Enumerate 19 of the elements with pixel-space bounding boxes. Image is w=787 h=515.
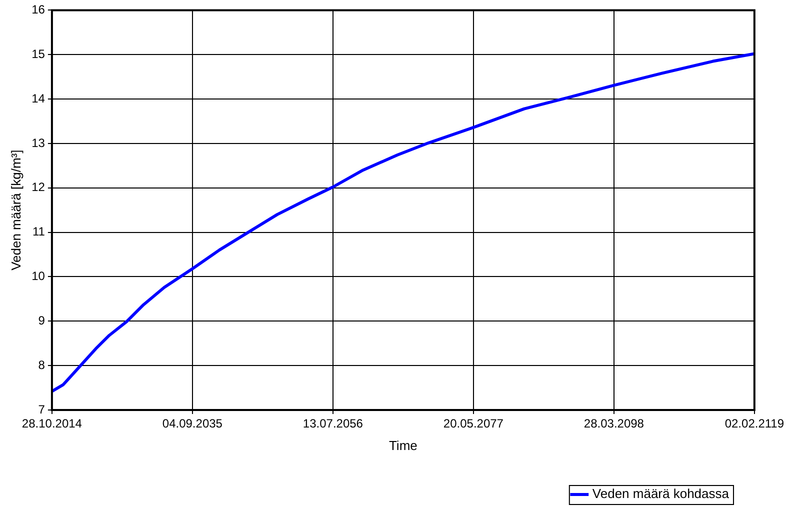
y-tick-label: 12	[32, 180, 46, 194]
y-tick-label: 11	[32, 224, 46, 239]
y-tick-label: 8	[38, 358, 46, 372]
x-tick-label: 02.02.2119	[724, 416, 784, 431]
y-tick-label: 15	[32, 46, 46, 61]
y-tick-label: 13	[32, 136, 46, 150]
y-tick-label: 7	[38, 402, 46, 416]
x-tick-label: 13.07.2056	[302, 416, 364, 431]
y-tick-label: 16	[32, 2, 46, 17]
y-tick-label: 14	[32, 91, 46, 106]
x-tick-label: 28.10.2014	[22, 416, 82, 431]
x-tick-label: 04.09.2035	[162, 416, 223, 431]
x-tick-label: 20.05.2077	[443, 416, 504, 431]
y-tick-label: 10	[32, 269, 46, 284]
legend-label: Veden määrä kohdassa	[592, 486, 730, 502]
x-axis-title: Time	[388, 438, 418, 453]
y-tick-label: 9	[38, 313, 46, 328]
y-axis-title: Veden määrä [kg/m³]	[8, 150, 24, 270]
x-tick-label: 28.03.2098	[584, 416, 644, 431]
